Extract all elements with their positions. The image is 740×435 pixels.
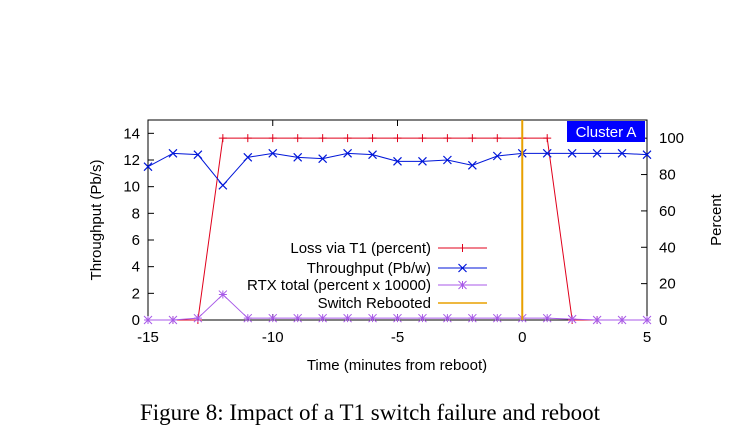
y2-axis-label: Percent <box>708 193 725 246</box>
plus-marker <box>243 134 252 143</box>
x-marker <box>592 148 602 158</box>
star-marker <box>193 313 203 323</box>
x-marker <box>168 148 178 158</box>
star-marker <box>443 313 452 323</box>
x-marker <box>193 150 203 160</box>
plus-marker <box>443 134 452 143</box>
star-marker <box>617 315 627 325</box>
x-marker <box>617 148 627 158</box>
y-tick-label: 6 <box>132 232 140 249</box>
x-tick-label: -10 <box>262 329 284 346</box>
x-marker <box>567 148 577 158</box>
star-marker <box>143 315 153 325</box>
series-1 <box>143 148 652 190</box>
star-marker <box>592 315 602 325</box>
x-marker <box>418 156 427 166</box>
star-marker <box>218 290 228 299</box>
x-marker <box>542 148 552 158</box>
figure-caption: Figure 8: Impact of a T1 switch failure … <box>139 400 601 425</box>
x-marker <box>467 160 477 170</box>
cluster-badge-text: Cluster A <box>576 124 637 141</box>
x-marker <box>442 155 452 165</box>
plus-marker <box>493 134 502 143</box>
x-marker <box>393 156 402 166</box>
star-marker <box>467 313 477 323</box>
plus-marker <box>458 244 467 252</box>
plus-marker <box>368 134 377 143</box>
y2-tick-label: 80 <box>659 167 676 184</box>
star-marker <box>293 313 303 323</box>
star-marker <box>567 314 577 324</box>
x-marker <box>318 154 328 164</box>
plus-marker <box>318 134 327 143</box>
legend-label: RTX total (percent x 10000) <box>247 277 431 294</box>
legend-label: Loss via T1 (percent) <box>290 240 431 257</box>
x-tick-label: 0 <box>518 329 526 346</box>
x-marker <box>218 180 228 190</box>
series-line <box>147 152 648 187</box>
legend: Loss via T1 (percent) Throughput (Pb/w)RT… <box>247 240 487 312</box>
y2-tick-label: 40 <box>659 239 676 256</box>
x-tick-label: 5 <box>643 329 651 346</box>
y-tick-label: 0 <box>132 312 140 329</box>
plus-marker <box>268 134 277 143</box>
x-axis-label: Time (minutes from reboot) <box>307 357 487 374</box>
plus-marker <box>418 134 427 143</box>
x-marker <box>368 150 377 160</box>
star-marker <box>542 313 552 323</box>
star-marker <box>492 313 502 323</box>
y-tick-label: 2 <box>132 285 140 302</box>
x-marker <box>293 152 303 162</box>
star-marker <box>318 313 328 323</box>
series-0 <box>144 134 651 324</box>
y2-tick-label: 20 <box>659 276 676 293</box>
x-marker <box>642 150 652 160</box>
x-marker <box>492 151 502 161</box>
plus-marker <box>343 134 352 143</box>
y2-tick-label: 100 <box>659 130 684 147</box>
star-marker <box>458 280 467 290</box>
y-tick-label: 8 <box>132 205 140 222</box>
star-marker <box>368 313 377 323</box>
y-tick-label: 4 <box>132 259 140 276</box>
y-tick-label: 14 <box>123 125 140 142</box>
star-marker <box>268 313 278 323</box>
x-tick-label: -15 <box>137 329 159 346</box>
x-marker <box>243 152 253 162</box>
x-marker <box>268 148 278 158</box>
legend-label: Switch Rebooted <box>318 295 431 312</box>
series-layer <box>143 120 652 325</box>
star-marker <box>393 313 402 323</box>
y-tick-label: 12 <box>123 152 140 169</box>
y2-tick-label: 0 <box>659 312 667 329</box>
plus-marker <box>543 134 552 143</box>
y-tick-label: 10 <box>123 179 140 196</box>
star-marker <box>168 315 178 325</box>
star-marker <box>418 313 427 323</box>
x-tick-label: -5 <box>391 329 404 346</box>
y2-tick-label: 60 <box>659 203 676 220</box>
plus-marker <box>218 134 227 143</box>
star-marker <box>243 313 253 323</box>
x-marker <box>458 263 467 273</box>
cluster-badge-bg <box>567 121 645 142</box>
y-axis-label: Throughput (Pb/s) <box>88 160 105 281</box>
cluster-badge: Cluster A <box>567 121 645 142</box>
plus-marker <box>393 134 402 143</box>
star-marker <box>343 313 352 323</box>
plus-marker <box>468 134 477 143</box>
plus-marker <box>293 134 302 143</box>
x-marker <box>343 148 353 158</box>
x-marker <box>143 162 153 172</box>
legend-label: Throughput (Pb/w) <box>307 260 431 277</box>
star-marker <box>642 315 652 325</box>
